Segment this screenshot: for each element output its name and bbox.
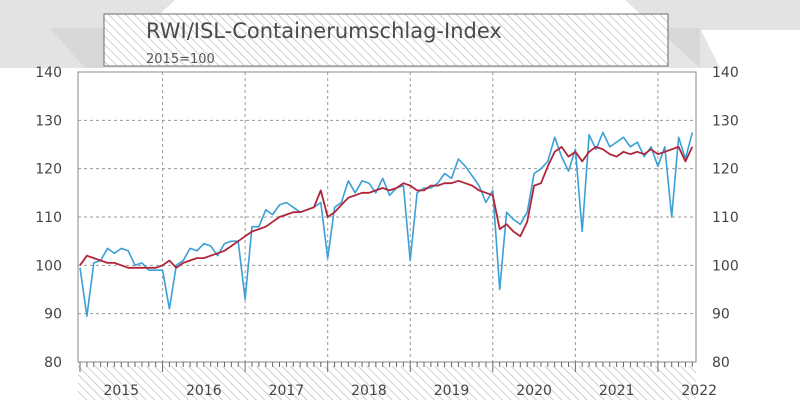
y-tick-label-left: 130 bbox=[35, 113, 62, 129]
x-tick-label-year: 2018 bbox=[351, 383, 387, 399]
y-axis-left: 80 90 100 110 120 130 140 bbox=[35, 65, 62, 371]
grid bbox=[78, 72, 696, 362]
x-tick-label-year: 2016 bbox=[186, 383, 222, 399]
series-line-raw bbox=[79, 131, 694, 317]
x-tick-label-year: 2021 bbox=[599, 383, 635, 399]
series-line-trend bbox=[79, 145, 694, 269]
x-axis-ticks bbox=[79, 362, 693, 372]
y-tick-label-left: 140 bbox=[35, 65, 62, 81]
y-tick-label-left: 120 bbox=[35, 162, 62, 178]
y-tick-label-right: 130 bbox=[712, 113, 739, 129]
y-tick-label-right: 100 bbox=[712, 258, 739, 274]
x-tick-label-year: 2015 bbox=[103, 383, 139, 399]
series-lines bbox=[79, 131, 694, 317]
x-axis-year-labels: 2015 2016 2017 2018 2019 2020 2021 2022 bbox=[103, 383, 717, 399]
x-tick-label-year: 2019 bbox=[434, 383, 470, 399]
y-tick-label-left: 110 bbox=[35, 210, 62, 226]
y-axis-right: 80 90 100 110 120 130 140 bbox=[712, 65, 739, 371]
y-tick-label-left: 90 bbox=[44, 307, 62, 323]
x-tick-label-year: 2022 bbox=[681, 383, 717, 399]
y-tick-label-left: 100 bbox=[35, 258, 62, 274]
chart-title: RWI/ISL-Containerumschlag-Index bbox=[146, 19, 502, 43]
chart-subtitle: 2015=100 bbox=[146, 52, 215, 67]
y-tick-label-right: 80 bbox=[712, 355, 730, 371]
x-axis-band bbox=[78, 366, 696, 400]
y-tick-label-right: 120 bbox=[712, 162, 739, 178]
y-tick-label-right: 140 bbox=[712, 65, 739, 81]
y-tick-label-left: 80 bbox=[44, 355, 62, 371]
x-tick-label-year: 2020 bbox=[516, 383, 552, 399]
x-tick-label-year: 2017 bbox=[269, 383, 305, 399]
y-tick-label-right: 110 bbox=[712, 210, 739, 226]
y-tick-label-right: 90 bbox=[712, 307, 730, 323]
title-box bbox=[103, 13, 669, 67]
